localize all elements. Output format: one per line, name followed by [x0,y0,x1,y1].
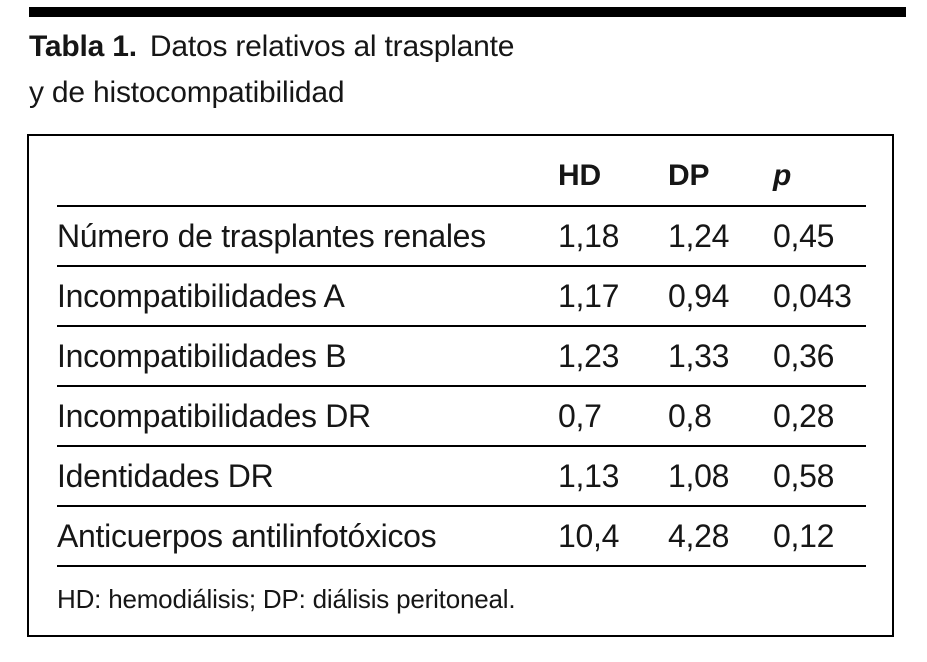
table-row: Número de trasplantes renales 1,18 1,24 … [57,207,866,267]
table-row: Incompatibilidades B 1,23 1,33 0,36 [57,327,866,387]
p-value: 0,12 [773,517,835,554]
hd-value: 1,18 [558,217,620,254]
caption-top-rule [29,7,906,17]
p-value: 0,45 [773,217,835,254]
table-row: Incompatibilidades DR 0,7 0,8 0,28 [57,387,866,447]
caption-label: Tabla 1. [29,30,137,63]
caption-text: Datos relativos al trasplante [149,30,515,63]
caption-line-1: Tabla 1. Datos relativos al trasplante [29,24,514,70]
dp-value: 0,94 [668,277,730,314]
caption-line-2: y de histocompatibilidad [29,76,345,109]
dp-value: 0,8 [668,397,712,434]
dp-value: 1,08 [668,457,730,494]
table-caption: Tabla 1. Datos relativos al trasplante y … [29,24,514,116]
p-value: 0,36 [773,337,835,374]
hd-value: 10,4 [558,517,620,554]
row-label: Incompatibilidades B [57,337,347,374]
p-value: 0,58 [773,457,835,494]
hd-value: 1,23 [558,337,620,374]
column-header-p: p [773,159,792,192]
p-value: 0,043 [773,277,852,314]
table-box: HD DP p Número de trasplantes renales 1,… [27,134,894,637]
row-label: Incompatibilidades A [57,277,345,314]
table-row: Anticuerpos antilinfotóxicos 10,4 4,28 0… [57,507,866,567]
table-body: Número de trasplantes renales 1,18 1,24 … [29,207,892,567]
table-row: Identidades DR 1,13 1,08 0,58 [57,447,866,507]
p-value: 0,28 [773,397,835,434]
dp-value: 4,28 [668,517,730,554]
table-header-row: HD DP p [57,136,866,207]
hd-value: 1,17 [558,277,620,314]
dp-value: 1,33 [668,337,730,374]
table-row: Incompatibilidades A 1,17 0,94 0,043 [57,267,866,327]
table-footnote: HD: hemodiálisis; DP: diálisis peritonea… [57,583,516,614]
row-label: Identidades DR [57,457,274,494]
hd-value: 0,7 [558,397,602,434]
row-label: Anticuerpos antilinfotóxicos [57,517,437,554]
row-label: Número de trasplantes renales [57,217,486,254]
row-label: Incompatibilidades DR [57,397,371,434]
dp-value: 1,24 [668,217,730,254]
column-header-hd: HD [558,159,601,192]
column-header-dp: DP [668,159,710,192]
hd-value: 1,13 [558,457,620,494]
